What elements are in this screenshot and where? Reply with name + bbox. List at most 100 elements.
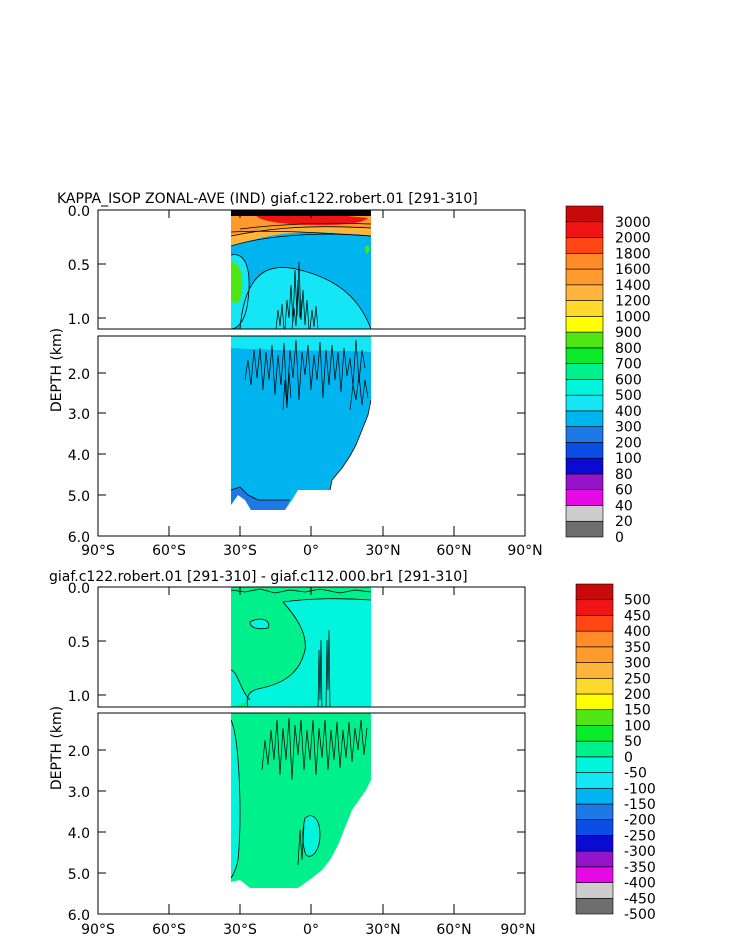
- colorbar-level-label: -50: [624, 766, 647, 782]
- panel-2-xtick-label: 60°S: [152, 922, 186, 938]
- colorbar-level-label: -150: [624, 797, 656, 813]
- colorbar-swatch: [575, 740, 614, 758]
- colorbar-swatch: [565, 268, 604, 286]
- panel-2-ytick-label: 0.5: [68, 635, 90, 651]
- colorbar-swatch: [565, 221, 604, 238]
- panel-1-y-axis-label: DEPTH (km): [49, 328, 65, 412]
- panel-1-lower-noise-contours: [244, 339, 369, 411]
- panel-1-xtick-label: 0°: [303, 543, 319, 559]
- colorbar-level-label: 400: [615, 404, 642, 420]
- colorbar-swatch: [575, 709, 614, 726]
- panel-1-ytick-label: 0.5: [68, 258, 90, 274]
- colorbar-swatch: [565, 300, 604, 317]
- panel-2-ytick-label: 5.0: [68, 867, 90, 883]
- panel-1-lower-field: [231, 336, 371, 510]
- colorbar-swatch: [565, 379, 604, 396]
- panel-1-ytick-label: 2.0: [68, 367, 90, 383]
- colorbar-level-label: 60: [615, 483, 633, 499]
- colorbar-level-label: 1800: [615, 246, 651, 262]
- colorbar-swatch: [575, 630, 614, 648]
- colorbar-level-label: 1400: [615, 278, 651, 294]
- colorbar-swatch: [575, 756, 614, 773]
- panel-1-ytick-label: 1.0: [68, 312, 90, 328]
- colorbar-level-label: 1600: [615, 262, 651, 278]
- panel-2-lower-noise-contours: [261, 717, 368, 866]
- panel-2-ytick-label: 2.0: [68, 744, 90, 760]
- colorbar-level-label: 100: [624, 718, 651, 734]
- colorbar-level-label: 250: [624, 671, 651, 687]
- colorbar-level-label: 80: [615, 467, 633, 483]
- panel-2-ytick-label: 4.0: [68, 826, 90, 842]
- colorbar-level-label: -300: [624, 844, 656, 860]
- colorbar-swatch: [565, 284, 604, 301]
- panel-2-xtick-label: 30°N: [365, 922, 400, 938]
- panel-2-ytick-label: 1.0: [68, 689, 90, 705]
- colorbar-level-label: 450: [624, 608, 651, 624]
- colorbar-level-label: -450: [624, 891, 656, 907]
- panel-2-xtick-label: 0°: [303, 922, 319, 938]
- colorbar-swatch: [565, 457, 604, 475]
- colorbar-level-label: -200: [624, 813, 656, 829]
- colorbar-level-label: -500: [624, 907, 656, 923]
- colorbar-swatch: [575, 787, 614, 805]
- panel-1-xtick-label: 30°S: [223, 543, 257, 559]
- panel-1-upper-y-axis: [98, 209, 525, 319]
- colorbar-level-label: 1200: [615, 294, 651, 310]
- colorbar-level-label: 300: [615, 420, 642, 436]
- panel-1-xtick-label: 60°S: [152, 543, 186, 559]
- panel-1-xtick-label: 90°S: [81, 543, 115, 559]
- colorbar-level-label: 200: [615, 435, 642, 451]
- colorbar-swatch: [565, 505, 604, 522]
- colorbar-level-label: 350: [624, 640, 651, 656]
- colorbar-level-label: 20: [615, 514, 633, 530]
- colorbar-swatch: [575, 819, 614, 836]
- panel-2-xtick-label: 90°N: [500, 922, 535, 938]
- colorbar-level-label: 700: [615, 357, 642, 373]
- colorbar-swatch: [565, 363, 604, 380]
- panel-1-ytick-label: 6.0: [68, 530, 90, 546]
- colorbar-level-label: -350: [624, 860, 656, 876]
- colorbar-level-label: 150: [624, 703, 651, 719]
- panel-1-upper-noise-contours: [275, 261, 319, 329]
- panel-2-lower-field: [231, 713, 371, 888]
- panel-2-xtick-label: 60°N: [436, 922, 471, 938]
- colorbar-level-label: 40: [615, 498, 633, 514]
- panel-1-xtick-label: 30°N: [365, 543, 400, 559]
- colorbar-level-label: -400: [624, 876, 656, 892]
- panel-2-x-axis: [168, 587, 455, 914]
- colorbar-swatch: [565, 426, 604, 443]
- colorbar-level-label: 100: [615, 451, 642, 467]
- colorbar-swatch: [575, 599, 614, 616]
- panel-2-upper-noise-contours: [317, 629, 331, 707]
- panel-2: giaf.c122.robert.01 [291-310] - giaf.c11…: [49, 569, 656, 938]
- colorbar-level-label: 0: [615, 530, 624, 546]
- colorbar-swatch: [565, 489, 604, 506]
- panel-2-xtick-label: 30°S: [223, 922, 257, 938]
- colorbar-level-label: 1000: [615, 309, 651, 325]
- panel-1-x-axis: [168, 210, 455, 536]
- panel-2-y-axis-label: DEPTH (km): [49, 706, 65, 790]
- panel-1-title: KAPPA_ISOP ZONAL-AVE (IND) giaf.c122.rob…: [57, 191, 478, 207]
- panel-1-ytick-label: 3.0: [68, 407, 90, 423]
- panel-1-xtick-label: 60°N: [436, 543, 471, 559]
- colorbar-swatch: [575, 693, 614, 711]
- colorbar-swatch: [565, 316, 604, 333]
- panel-1-lower-y-axis: [98, 372, 525, 496]
- panel-1-xtick-label: 90°N: [507, 543, 542, 559]
- colorbar-level-label: -250: [624, 828, 656, 844]
- colorbar-swatch: [565, 520, 604, 538]
- panel-1-upper-field: [231, 210, 371, 329]
- colorbar-swatch: [575, 866, 614, 883]
- colorbar-swatch: [575, 803, 614, 821]
- panel-2-upper-field: [231, 587, 371, 707]
- colorbar-level-label: 900: [615, 325, 642, 341]
- panel-1-ytick-label: 5.0: [68, 489, 90, 505]
- panel-1-ytick-label: 4.0: [68, 448, 90, 464]
- colorbar-level-label: 50: [624, 734, 642, 750]
- colorbar-swatch: [575, 583, 614, 601]
- panel-1-colorbar: 0204060801002003004005006007008009001000…: [565, 205, 651, 546]
- colorbar-level-label: 500: [624, 593, 651, 609]
- colorbar-level-label: 500: [615, 388, 642, 404]
- colorbar-swatch: [565, 394, 604, 412]
